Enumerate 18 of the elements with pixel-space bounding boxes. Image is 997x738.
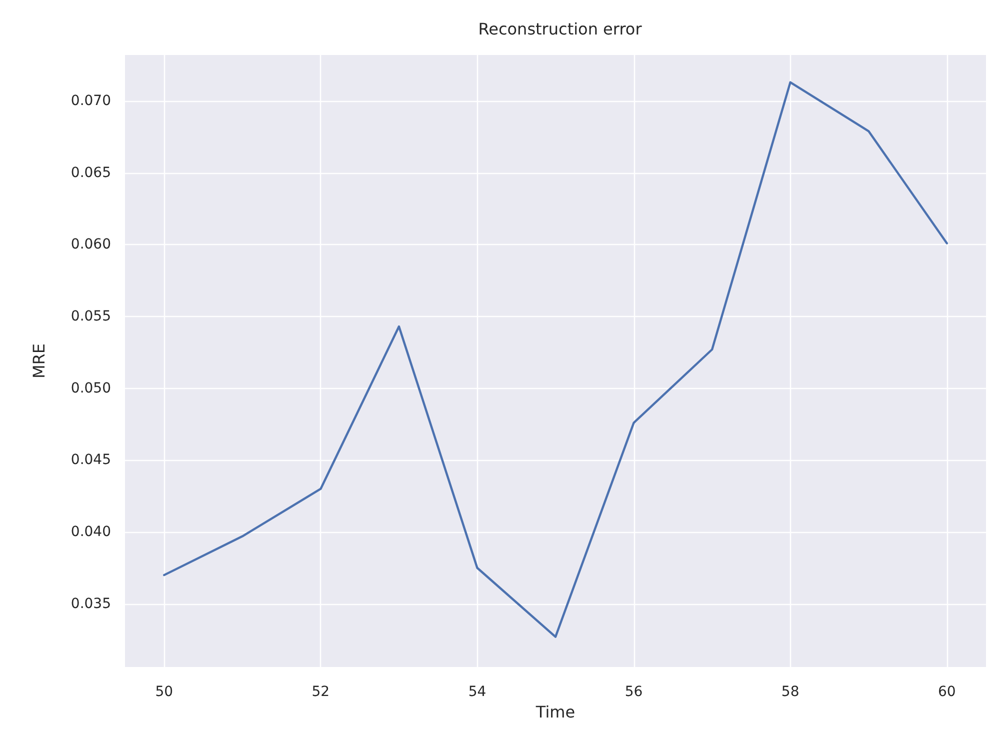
chart-title: Reconstruction error bbox=[478, 20, 642, 38]
x-axis-title: Time bbox=[534, 702, 576, 722]
x-tick-label: 58 bbox=[781, 684, 800, 700]
x-tick-label: 50 bbox=[155, 684, 174, 700]
y-tick-label: 0.055 bbox=[70, 308, 111, 324]
x-tick-label: 52 bbox=[312, 684, 330, 700]
line-series bbox=[163, 81, 948, 638]
x-tick-label: 54 bbox=[468, 684, 486, 700]
y-tick-label: 0.065 bbox=[70, 164, 111, 181]
y-tick-label: 0.050 bbox=[70, 380, 111, 396]
y-tick-label: 0.035 bbox=[70, 596, 111, 612]
x-tick-label: 56 bbox=[624, 684, 643, 700]
y-tick-label: 0.045 bbox=[70, 452, 111, 468]
y-tick-label: 0.070 bbox=[70, 92, 111, 109]
y-tick-label: 0.060 bbox=[70, 236, 111, 253]
y-axis-title: MRE bbox=[30, 343, 48, 379]
y-tick-label: 0.040 bbox=[70, 524, 111, 540]
x-tick-label: 60 bbox=[938, 684, 956, 700]
